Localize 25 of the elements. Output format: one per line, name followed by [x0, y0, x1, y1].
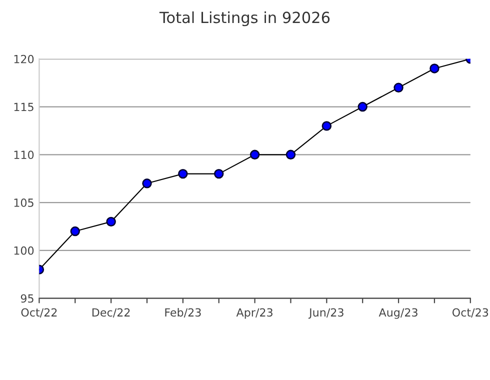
y-tick-label: 110 — [14, 150, 34, 160]
chart-title: Total Listings in 92026 — [159, 11, 330, 26]
x-tick-label: Oct/22 — [21, 308, 57, 318]
x-tick-label: Oct/23 — [452, 308, 488, 318]
point — [142, 178, 152, 188]
point — [394, 82, 404, 92]
x-tick-label: Jun/23 — [308, 308, 344, 319]
x-tick-label: Dec/22 — [92, 308, 130, 318]
y-tick-label: 105 — [14, 198, 34, 207]
point — [322, 121, 332, 131]
point — [214, 168, 224, 179]
x-tick-label: Apr/23 — [236, 308, 272, 319]
point — [106, 216, 116, 227]
y-tick-label: 95 — [20, 294, 34, 303]
point — [358, 102, 368, 112]
point — [250, 150, 260, 160]
point — [70, 226, 80, 236]
y-tick-label: 100 — [14, 246, 34, 255]
x-tick-label: Aug/23 — [378, 308, 418, 319]
point — [178, 168, 188, 179]
y-tick-label: 115 — [14, 102, 34, 112]
point — [430, 64, 440, 74]
x-tick-label: Feb/23 — [165, 308, 201, 318]
y-tick-label: 120 — [14, 54, 34, 64]
point — [286, 150, 296, 160]
